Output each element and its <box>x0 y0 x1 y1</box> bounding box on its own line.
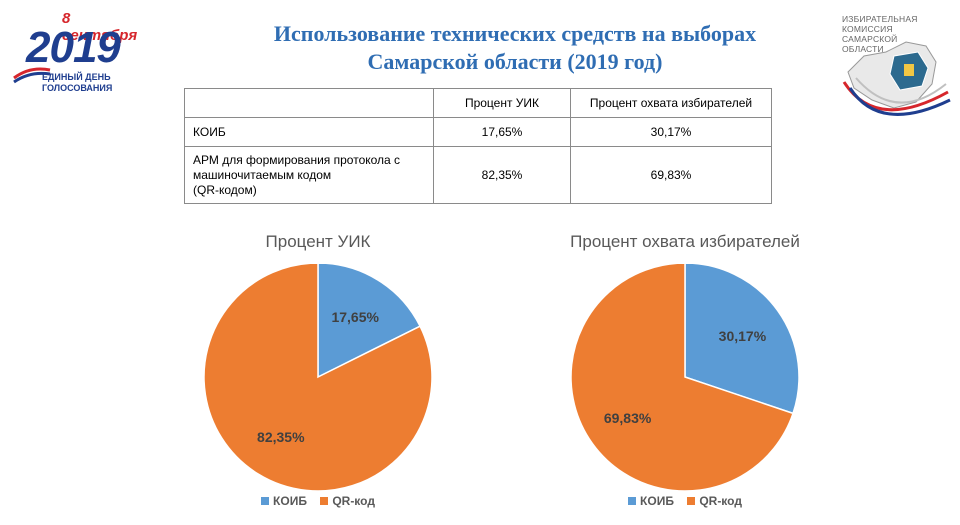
table-row: АРМ для формирования протокола с машиноч… <box>184 146 772 204</box>
flag-swoosh-icon <box>13 67 51 84</box>
region-map-icon <box>842 41 951 116</box>
pie-data-label: 30,17% <box>719 328 767 344</box>
chart-title: Процент охвата избирателей <box>570 232 800 251</box>
legend-swatch-qr <box>687 497 696 505</box>
commission-logo-line1: ИЗБИРАТЕЛЬНАЯ <box>842 14 918 24</box>
commission-logo-line3: САМАРСКОЙ <box>842 34 898 44</box>
pie-data-label: 82,35% <box>257 429 305 445</box>
page-title-line2: Самарской области (2019 год) <box>367 49 663 74</box>
election-day-logo: 8 сентября 2019 ЕДИНЫЙ ДЕНЬ ГОЛОСОВАНИЯ <box>10 8 137 96</box>
table-cell-uik: 17,65% <box>433 117 571 147</box>
pie-data-label: 17,65% <box>331 309 379 325</box>
table-row-label-line: машиночитаемым кодом <box>193 167 332 182</box>
logo-date: 8 сентября <box>62 10 138 44</box>
commission-logo-line4: ОБЛАСТИ <box>842 44 884 54</box>
table-row-label-line: (QR-кодом) <box>193 182 257 197</box>
pie-chart-svg: 30,17% 69,83% <box>570 264 800 492</box>
legend-label: КОИБ <box>640 494 674 508</box>
logo-text-line1: ЕДИНЫЙ ДЕНЬ <box>42 72 111 82</box>
table-header-coverage: Процент охвата избирателей <box>570 88 772 118</box>
pie-chart-coverage: Процент охвата избирателей 30,17% 69,83% … <box>535 228 835 518</box>
legend-item-koib: КОИБ <box>261 494 307 508</box>
legend-label: КОИБ <box>273 494 307 508</box>
table-cell-coverage: 30,17% <box>570 117 772 147</box>
chart-legend: КОИБ QR-код <box>168 494 468 508</box>
pie-slice-qr <box>570 264 794 492</box>
table-header-uik: Процент УИК <box>433 88 571 118</box>
legend-item-qr: QR-код <box>320 494 375 508</box>
table-row: КОИБ 17,65% 30,17% <box>184 117 772 147</box>
page-title: Использование технических средств на выб… <box>180 20 850 76</box>
commission-logo: ИЗБИРАТЕЛЬНАЯ КОМИССИЯ САМАРСКОЙ ОБЛАСТИ <box>836 12 954 132</box>
chart-legend: КОИБ QR-код <box>535 494 835 508</box>
pie-data-label: 69,83% <box>604 410 652 426</box>
usage-table: Процент УИК Процент охвата избирателей К… <box>184 88 772 204</box>
pie-slice-koib <box>317 264 422 379</box>
table-header-row: Процент УИК Процент охвата избирателей <box>184 88 772 118</box>
legend-label: QR-код <box>699 494 742 508</box>
table-row-label: КОИБ <box>184 117 434 147</box>
legend-label: QR-код <box>332 494 375 508</box>
table-cell-uik: 82,35% <box>433 146 571 204</box>
pie-slice-koib <box>684 264 800 415</box>
table-header-empty <box>184 88 434 118</box>
pie-slice-qr <box>203 264 433 492</box>
legend-swatch-qr <box>320 497 329 505</box>
legend-swatch-koib <box>628 497 637 505</box>
legend-item-qr: QR-код <box>687 494 742 508</box>
page-title-line1: Использование технических средств на выб… <box>273 21 757 46</box>
legend-swatch-koib <box>261 497 270 505</box>
legend-item-koib: КОИБ <box>628 494 674 508</box>
table-row-label-line: АРМ для формирования протокола с <box>193 152 401 167</box>
logo-year: 2019 <box>26 23 121 72</box>
chart-title: Процент УИК <box>265 232 371 251</box>
pie-chart-uik: Процент УИК 17,65% 82,35% КОИБ QR-код <box>168 228 468 518</box>
table-row-label: АРМ для формирования протокола с машиноч… <box>184 146 434 204</box>
pie-chart-svg: 17,65% 82,35% <box>203 264 433 492</box>
table-cell-coverage: 69,83% <box>570 146 772 204</box>
commission-logo-line2: КОМИССИЯ <box>842 24 893 34</box>
logo-text-line2: ГОЛОСОВАНИЯ <box>42 83 113 93</box>
